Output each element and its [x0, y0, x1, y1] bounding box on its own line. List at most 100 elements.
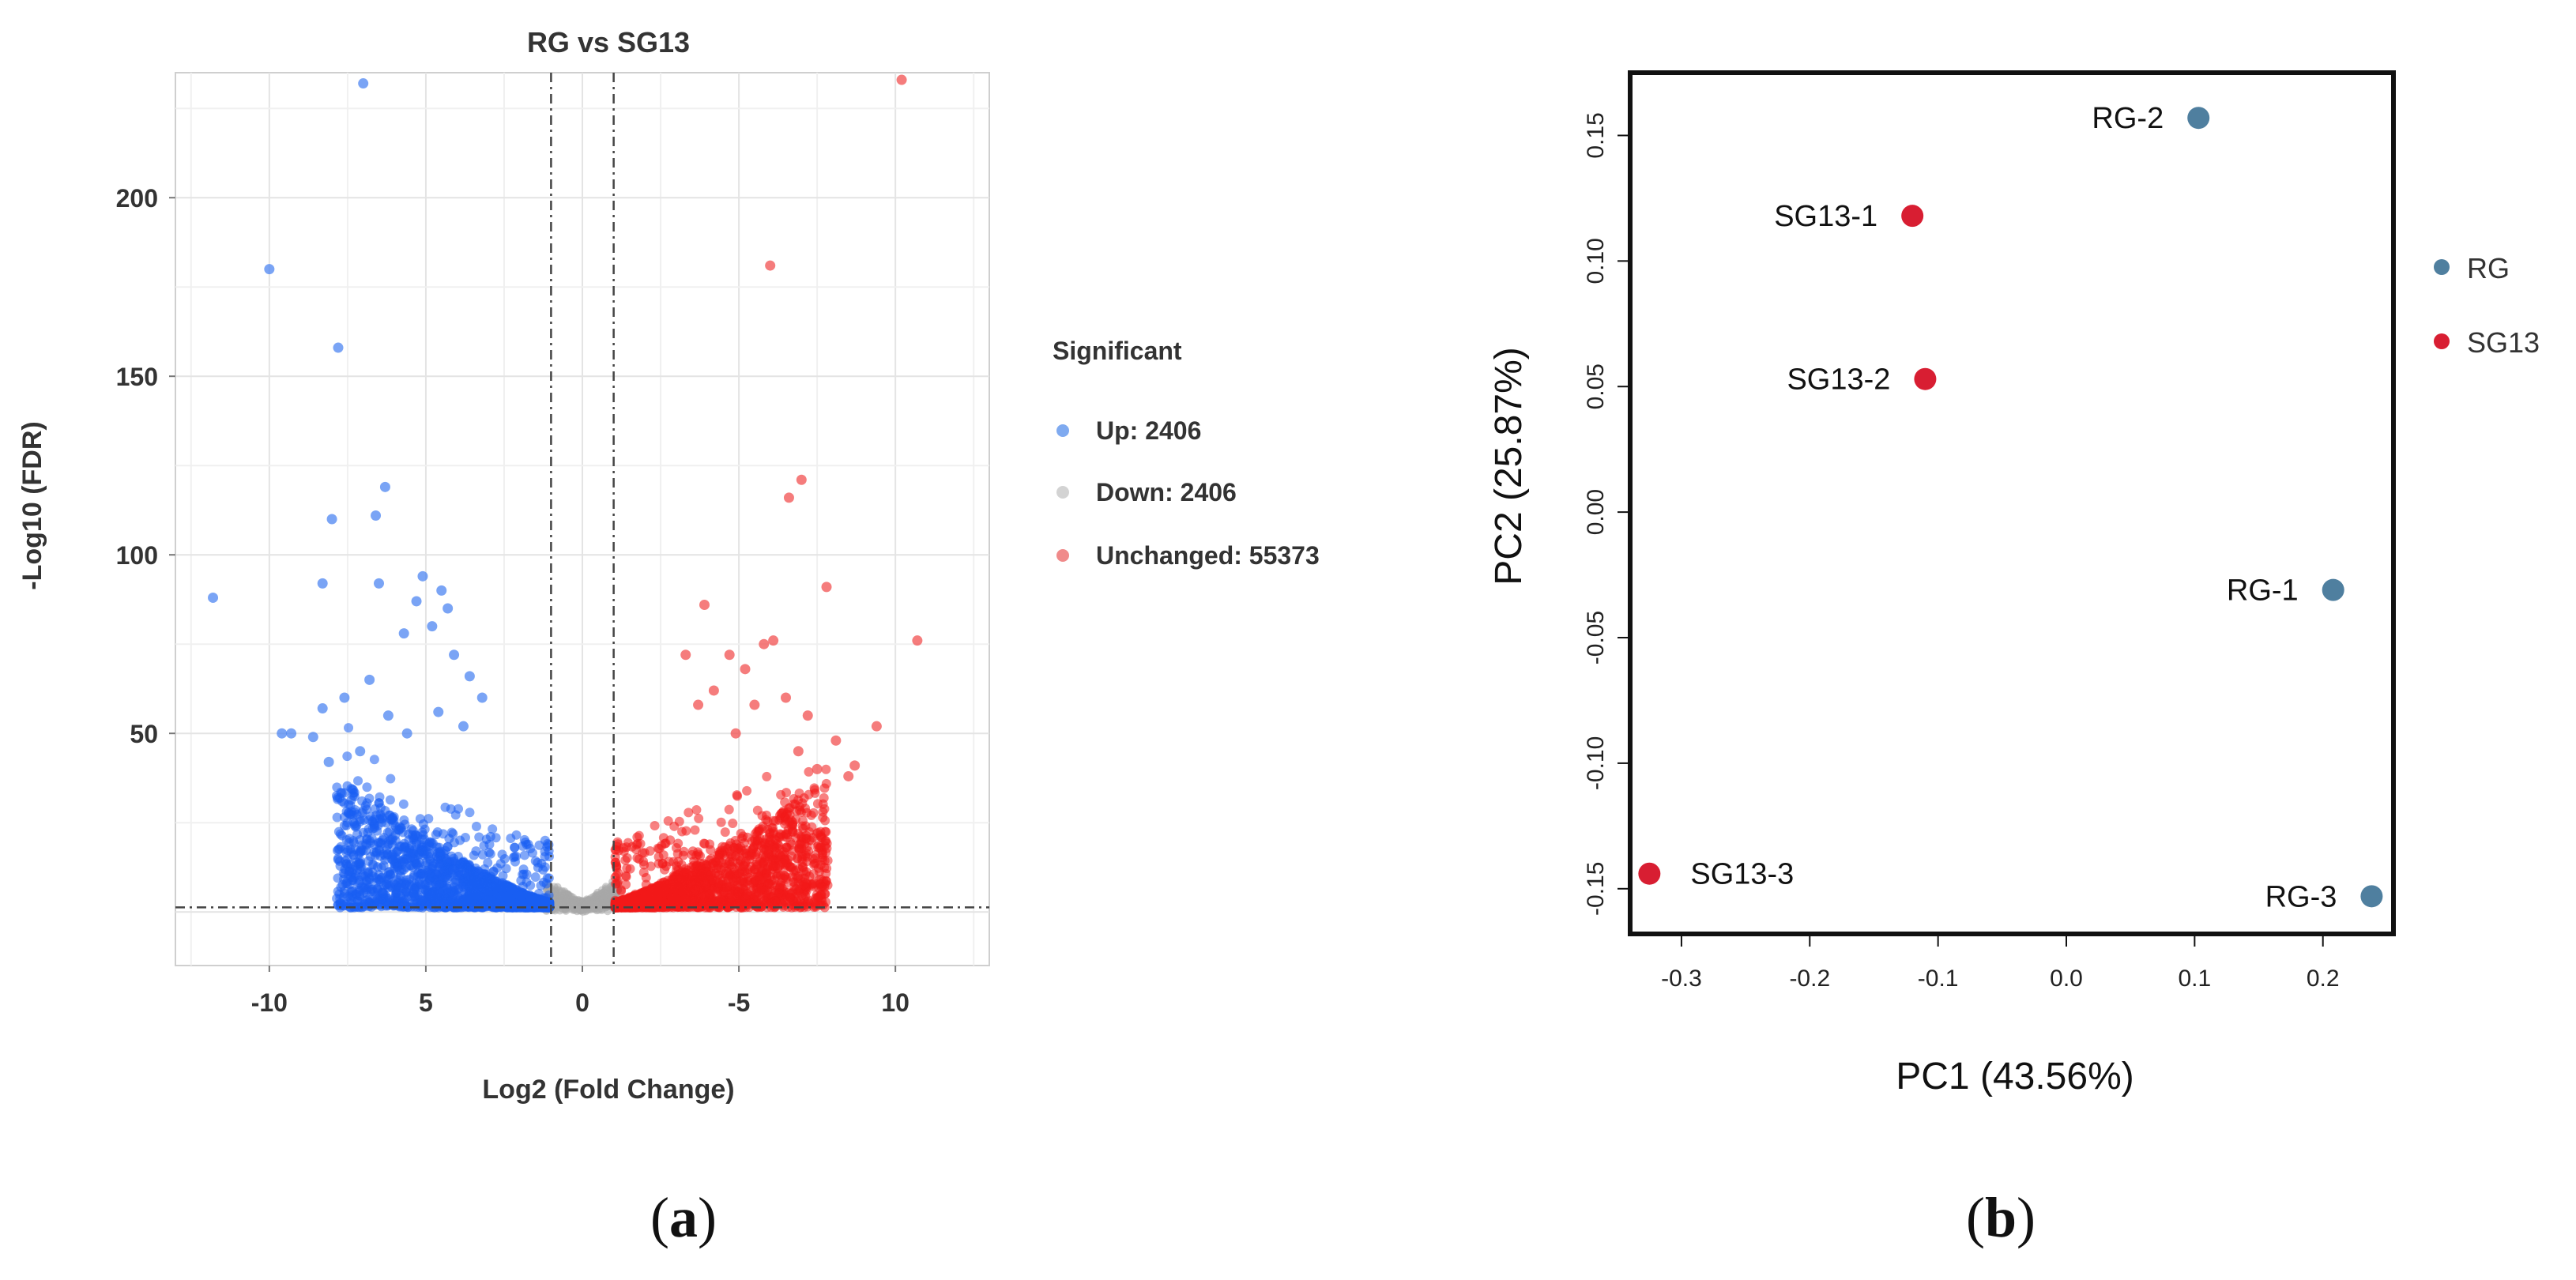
- pca-legend-entry-rg: RG: [2434, 252, 2510, 284]
- volcano-point-down: [635, 838, 646, 849]
- volcano-point-down: [821, 582, 832, 593]
- pca-x-tick-label: -0.2: [1789, 966, 1830, 992]
- volcano-point-up: [473, 890, 483, 900]
- volcano-point-up: [495, 859, 506, 869]
- volcano-point-down: [657, 902, 668, 912]
- volcano-point-up: [465, 808, 475, 818]
- volcano-point-down: [819, 863, 830, 873]
- volcano-point-up: [510, 842, 520, 853]
- volcano-point-up: [344, 838, 354, 848]
- volcano-point-up: [323, 756, 334, 767]
- pca-y-tick-label: -0.10: [1583, 736, 1609, 790]
- pca-plot-panel: -0.3 -0.2 -0.1 0.0 0.1 0.2 -0.15-0.10-0.050.0…: [1488, 70, 2540, 1249]
- volcano-point-up: [408, 830, 418, 840]
- volcano-point-down: [800, 821, 811, 831]
- volcano-point-unchanged: [560, 890, 569, 899]
- volcano-point-up: [519, 850, 529, 860]
- volcano-point-up: [379, 481, 390, 492]
- volcano-point-up: [326, 514, 337, 525]
- volcano-x-tick-label: 0: [575, 988, 589, 1017]
- volcano-point-down: [658, 833, 668, 843]
- volcano-point-down: [802, 710, 813, 721]
- volcano-point-down: [759, 857, 769, 868]
- pca-point-label-sg13-3: SG13-3: [1690, 858, 1794, 891]
- volcano-point-up: [341, 859, 352, 869]
- volcano-point-up: [386, 774, 396, 784]
- volcano-x-tick-label: 5: [419, 988, 433, 1017]
- volcano-title: RG vs SG13: [527, 26, 690, 58]
- volcano-point-down: [728, 819, 738, 829]
- pca-legend-label-rg: RG: [2467, 252, 2510, 284]
- volcano-point-up: [399, 843, 409, 853]
- volcano-x-axis-label: Log2 (Fold Change): [482, 1075, 734, 1105]
- volcano-point-up: [385, 795, 395, 805]
- volcano-point-down: [638, 894, 648, 904]
- volcano-point-up: [448, 864, 458, 875]
- volcano-point-down: [690, 825, 700, 835]
- pca-y-axis-label: PC2 (25.87%): [1488, 347, 1530, 585]
- pca-y-tick-label: 0.15: [1583, 112, 1609, 158]
- volcano-point-down: [777, 808, 787, 818]
- pca-point-rg-2: [2187, 107, 2210, 130]
- volcano-point-up: [392, 875, 402, 885]
- volcano-point-down: [819, 804, 830, 814]
- volcano-point-up: [412, 860, 422, 870]
- volcano-y-axis-label: -Log10 (FDR): [17, 421, 47, 589]
- volcano-point-up: [333, 844, 344, 854]
- volcano-point-down: [723, 874, 733, 884]
- volcano-point-down: [766, 834, 776, 845]
- volcano-point-down: [634, 830, 644, 841]
- volcano-point-down: [734, 886, 744, 896]
- volcano-point-down: [674, 897, 684, 907]
- volcano-legend-marker-unchanged: [1056, 549, 1069, 562]
- volcano-legend-entry-down: Down: 2406: [1056, 478, 1237, 506]
- volcano-point-up: [495, 891, 506, 902]
- volcano-point-up: [355, 835, 365, 845]
- volcano-point-down: [759, 638, 770, 649]
- volcano-point-down: [808, 868, 819, 879]
- volcano-point-up: [382, 710, 394, 721]
- volcano-point-down: [733, 843, 744, 853]
- volcano-point-down: [812, 828, 822, 838]
- volcano-point-down: [611, 857, 621, 868]
- volcano-point-down: [691, 887, 701, 897]
- pca-point-label-rg-2: RG-2: [2092, 102, 2164, 135]
- volcano-point-down: [796, 474, 807, 485]
- volcano-point-up: [373, 862, 383, 872]
- volcano-legend-entry-unchanged: Unchanged: 55373: [1056, 541, 1320, 570]
- volcano-point-up: [371, 510, 382, 521]
- volcano-point-down: [773, 869, 783, 879]
- volcano-point-up: [433, 706, 444, 717]
- volcano-point-up: [342, 751, 352, 762]
- volcano-point-up: [525, 843, 536, 853]
- volcano-legend-label-up: Up: 2406: [1096, 416, 1201, 445]
- volcano-point-down: [693, 849, 703, 860]
- volcano-point-up: [398, 856, 409, 867]
- volcano-point-down: [871, 721, 882, 732]
- volcano-legend: Significant Up: 2406 Down: 2406 Unchange…: [1053, 337, 1320, 570]
- volcano-point-up: [497, 849, 507, 860]
- volcano-point-down: [686, 878, 696, 888]
- volcano-point-down: [638, 848, 648, 858]
- volcano-point-up: [384, 810, 394, 820]
- volcano-point-up: [388, 901, 398, 911]
- volcano-point-down: [661, 861, 671, 872]
- volcano-point-down: [621, 871, 631, 881]
- volcano-point-down: [681, 826, 691, 836]
- volcano-y-tick-label: 100: [116, 541, 158, 570]
- volcano-point-up: [469, 850, 479, 860]
- volcano-point-up: [356, 882, 367, 892]
- volcano-point-up: [471, 822, 481, 832]
- volcano-point-up: [375, 792, 385, 802]
- volcano-point-down: [700, 879, 710, 890]
- volcano-point-up: [387, 840, 397, 850]
- volcano-point-down: [785, 892, 795, 902]
- volcano-point-down: [821, 764, 831, 774]
- volcano-point-down: [697, 869, 707, 879]
- volcano-point-up: [443, 603, 454, 614]
- volcano-point-down: [750, 834, 760, 845]
- volcano-point-up: [539, 898, 549, 908]
- volcano-point-up: [409, 890, 420, 901]
